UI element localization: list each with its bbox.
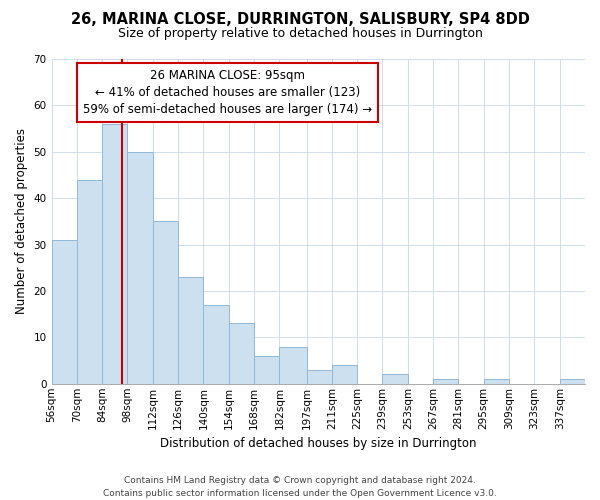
Bar — [332, 365, 357, 384]
Bar — [484, 379, 509, 384]
Text: 26, MARINA CLOSE, DURRINGTON, SALISBURY, SP4 8DD: 26, MARINA CLOSE, DURRINGTON, SALISBURY,… — [71, 12, 529, 28]
Bar — [560, 379, 585, 384]
Bar — [229, 324, 254, 384]
Bar — [254, 356, 280, 384]
Bar — [102, 124, 127, 384]
Text: Contains HM Land Registry data © Crown copyright and database right 2024.
Contai: Contains HM Land Registry data © Crown c… — [103, 476, 497, 498]
Bar — [153, 222, 178, 384]
Bar — [382, 374, 408, 384]
Bar — [178, 277, 203, 384]
Bar — [280, 346, 307, 384]
Bar — [433, 379, 458, 384]
X-axis label: Distribution of detached houses by size in Durrington: Distribution of detached houses by size … — [160, 437, 476, 450]
Bar — [77, 180, 102, 384]
Bar — [127, 152, 153, 384]
Text: Size of property relative to detached houses in Durrington: Size of property relative to detached ho… — [118, 28, 482, 40]
Bar — [52, 240, 77, 384]
Y-axis label: Number of detached properties: Number of detached properties — [15, 128, 28, 314]
Bar — [203, 305, 229, 384]
Text: 26 MARINA CLOSE: 95sqm
← 41% of detached houses are smaller (123)
59% of semi-de: 26 MARINA CLOSE: 95sqm ← 41% of detached… — [83, 68, 372, 116]
Bar — [307, 370, 332, 384]
